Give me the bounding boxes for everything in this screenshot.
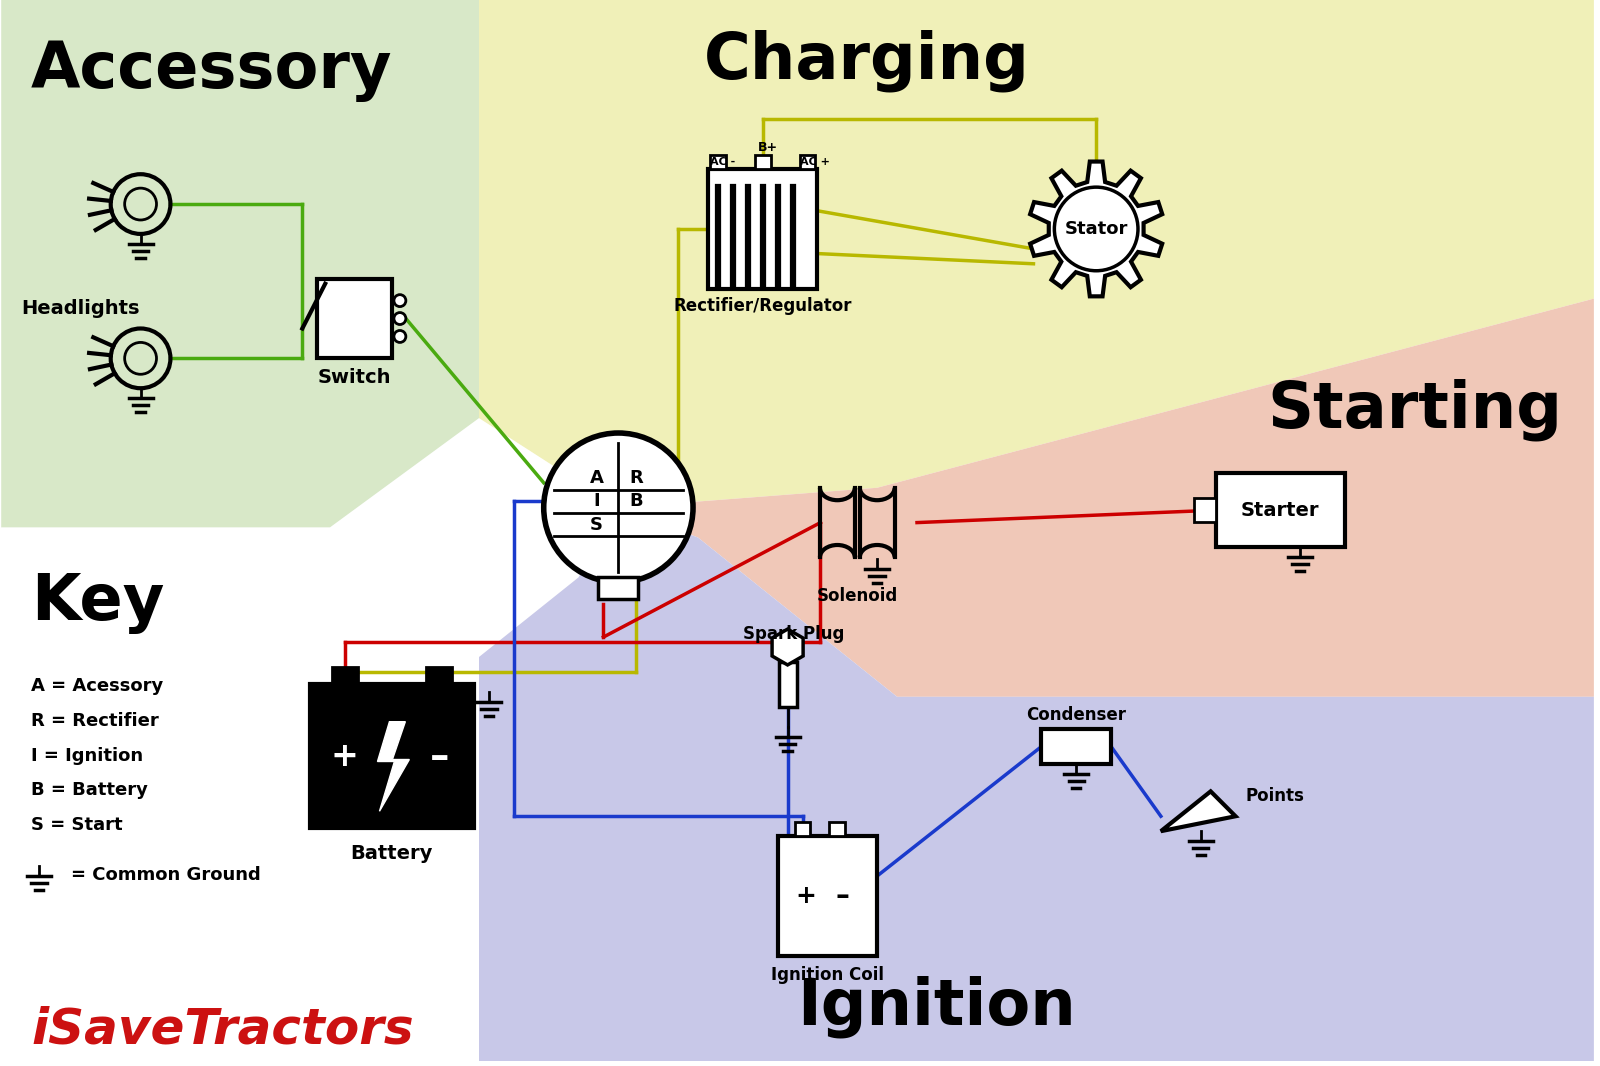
Text: Rectifier/Regulator: Rectifier/Regulator bbox=[674, 296, 851, 314]
Text: S = Start: S = Start bbox=[30, 817, 123, 835]
Text: +: + bbox=[331, 740, 358, 773]
Text: B+: B+ bbox=[758, 142, 778, 155]
Polygon shape bbox=[1162, 791, 1235, 831]
Circle shape bbox=[544, 433, 693, 582]
FancyBboxPatch shape bbox=[779, 662, 797, 707]
Polygon shape bbox=[378, 722, 410, 811]
Text: R: R bbox=[629, 469, 643, 487]
FancyBboxPatch shape bbox=[317, 278, 392, 358]
Text: A = Acessory: A = Acessory bbox=[30, 677, 163, 695]
Text: Switch: Switch bbox=[318, 369, 392, 387]
Circle shape bbox=[394, 294, 406, 307]
FancyBboxPatch shape bbox=[707, 169, 818, 289]
Polygon shape bbox=[478, 0, 1594, 507]
Polygon shape bbox=[2, 0, 478, 528]
Text: Starting: Starting bbox=[1267, 378, 1562, 440]
Polygon shape bbox=[478, 507, 1594, 1061]
FancyBboxPatch shape bbox=[331, 667, 357, 687]
FancyBboxPatch shape bbox=[1042, 729, 1110, 764]
Text: Ignition Coil: Ignition Coil bbox=[771, 966, 883, 984]
Polygon shape bbox=[1030, 162, 1162, 296]
FancyBboxPatch shape bbox=[1194, 498, 1216, 522]
Text: B: B bbox=[629, 491, 643, 510]
Text: A: A bbox=[589, 469, 603, 487]
Polygon shape bbox=[618, 298, 1594, 697]
Text: Charging: Charging bbox=[704, 30, 1030, 93]
Text: I: I bbox=[594, 491, 600, 510]
Text: Spark Plug: Spark Plug bbox=[742, 625, 845, 643]
Text: +: + bbox=[795, 884, 816, 908]
Text: B = Battery: B = Battery bbox=[30, 781, 147, 800]
Text: I = Ignition: I = Ignition bbox=[30, 746, 142, 764]
FancyBboxPatch shape bbox=[829, 822, 845, 836]
Text: S: S bbox=[590, 516, 603, 534]
FancyBboxPatch shape bbox=[755, 156, 771, 169]
Circle shape bbox=[394, 330, 406, 342]
FancyBboxPatch shape bbox=[1216, 473, 1346, 548]
Text: AC +: AC + bbox=[800, 157, 829, 167]
FancyBboxPatch shape bbox=[778, 836, 877, 955]
Text: Key: Key bbox=[30, 572, 165, 634]
FancyBboxPatch shape bbox=[795, 822, 811, 836]
Polygon shape bbox=[2, 528, 478, 1061]
Text: Ignition: Ignition bbox=[797, 975, 1077, 1038]
FancyBboxPatch shape bbox=[310, 684, 474, 828]
Text: –: – bbox=[835, 882, 850, 910]
Text: –: – bbox=[429, 738, 450, 776]
Text: Condenser: Condenser bbox=[1026, 706, 1126, 724]
Text: Accessory: Accessory bbox=[30, 39, 392, 102]
Polygon shape bbox=[773, 629, 803, 665]
Text: = Common Ground: = Common Ground bbox=[70, 866, 261, 884]
FancyBboxPatch shape bbox=[800, 156, 816, 169]
Text: Headlights: Headlights bbox=[21, 298, 139, 318]
FancyBboxPatch shape bbox=[426, 667, 453, 687]
FancyBboxPatch shape bbox=[598, 578, 638, 599]
Text: iSaveTractors: iSaveTractors bbox=[30, 1005, 414, 1053]
Text: Battery: Battery bbox=[350, 844, 434, 863]
Text: Stator: Stator bbox=[1064, 220, 1128, 238]
Text: Solenoid: Solenoid bbox=[816, 587, 898, 605]
Text: Points: Points bbox=[1245, 788, 1304, 805]
Circle shape bbox=[394, 312, 406, 324]
Text: Starter: Starter bbox=[1242, 501, 1320, 519]
Text: AC -: AC - bbox=[710, 157, 736, 167]
FancyBboxPatch shape bbox=[710, 156, 726, 169]
Text: R = Rectifier: R = Rectifier bbox=[30, 712, 158, 730]
